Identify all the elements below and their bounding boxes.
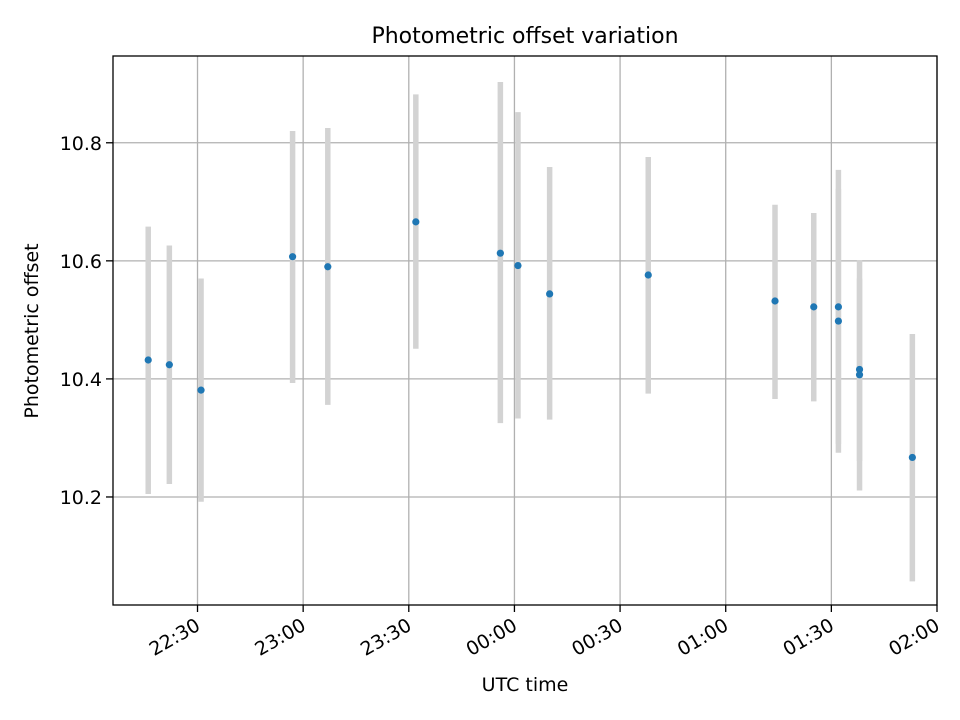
x-axis-label: UTC time [482,674,569,696]
data-point-7 [514,261,522,270]
y-axis: 10.2 10.4 10.6 10.8 [60,133,113,509]
data-point-2 [197,386,205,394]
data-point-15 [855,371,864,379]
data-point-3 [288,253,297,261]
y-tick-label: 10.4 [60,369,102,391]
data-points [144,218,916,462]
data-point-5 [412,218,420,226]
plot-frame [112,55,938,606]
data-point-13 [834,317,843,325]
data-point-16 [908,453,916,462]
data-point-12 [834,303,843,311]
chart-title: Photometric offset variation [371,24,678,49]
data-point-11 [810,303,818,311]
data-point-4 [324,263,332,271]
data-point-0 [144,356,152,364]
data-point-9 [644,271,652,279]
data-point-1 [165,361,173,369]
data-point-14 [855,365,864,374]
y-tick-label: 10.8 [60,133,102,155]
y-axis-label: Photometric offset [21,243,43,418]
data-point-6 [496,249,504,257]
y-tick-label: 10.2 [60,487,102,509]
data-point-10 [771,297,779,305]
data-point-8 [546,290,554,298]
y-tick-label: 10.6 [60,251,102,273]
